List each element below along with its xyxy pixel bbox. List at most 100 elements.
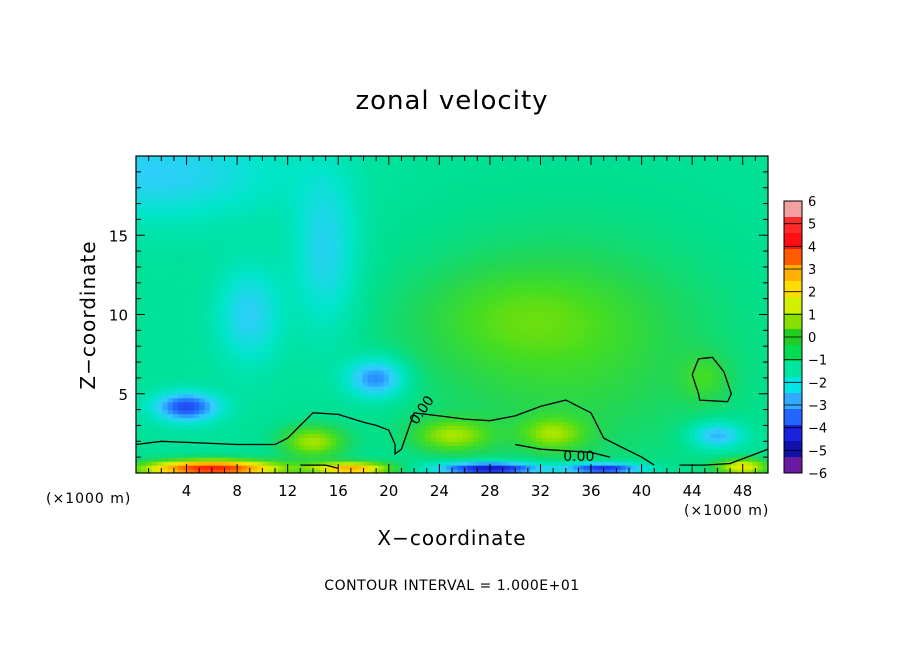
field-cell xyxy=(341,175,348,181)
field-cell xyxy=(267,385,274,391)
field-cell xyxy=(251,219,258,224)
field-cell xyxy=(257,425,263,431)
field-cell xyxy=(446,231,453,236)
field-cell xyxy=(430,286,437,292)
field-cell xyxy=(241,393,248,399)
field-cell xyxy=(409,469,416,473)
field-cell xyxy=(146,397,153,403)
field-cell xyxy=(294,457,300,462)
field-cell xyxy=(378,235,385,240)
field-cell xyxy=(378,453,385,458)
field-cell xyxy=(362,306,369,312)
field-cell xyxy=(236,401,242,407)
field-cell xyxy=(167,401,174,407)
field-cell xyxy=(315,156,321,161)
field-cell xyxy=(415,298,421,304)
field-cell xyxy=(262,187,269,193)
field-cell xyxy=(452,163,458,169)
field-cell xyxy=(188,338,195,343)
field-cell xyxy=(257,278,263,284)
field-cell xyxy=(430,223,437,228)
field-cell xyxy=(457,243,464,248)
field-cell xyxy=(341,251,348,256)
field-cell xyxy=(346,298,353,304)
field-cell xyxy=(141,211,148,217)
field-cell xyxy=(162,469,169,473)
field-cell xyxy=(367,437,374,442)
field-cell xyxy=(336,294,342,300)
field-cell xyxy=(294,215,300,220)
field-cell xyxy=(230,445,237,450)
field-cell xyxy=(230,163,237,169)
field-cell xyxy=(146,255,153,260)
field-cell xyxy=(315,421,321,427)
field-cell xyxy=(272,322,279,327)
field-cell xyxy=(157,259,163,264)
field-cell xyxy=(299,469,306,473)
field-cell xyxy=(262,175,269,181)
field-cell xyxy=(294,465,300,470)
field-cell xyxy=(436,179,443,185)
field-cell xyxy=(330,330,337,335)
field-cell xyxy=(351,469,358,473)
field-cell xyxy=(267,358,274,363)
field-cell xyxy=(257,342,263,347)
field-cell xyxy=(441,358,448,363)
field-cell xyxy=(462,369,469,375)
field-cell xyxy=(346,326,353,331)
field-cell xyxy=(262,219,269,224)
field-cell xyxy=(399,266,406,272)
field-cell xyxy=(373,326,379,331)
field-cell xyxy=(136,255,142,260)
field-cell xyxy=(399,401,406,407)
field-cell xyxy=(193,334,200,339)
field-cell xyxy=(299,322,306,327)
field-cell xyxy=(220,346,227,351)
field-cell xyxy=(325,219,332,224)
field-cell xyxy=(325,215,332,220)
field-cell xyxy=(220,255,227,260)
field-cell xyxy=(346,171,353,177)
field-cell xyxy=(394,330,400,335)
field-cell xyxy=(272,163,279,169)
field-cell xyxy=(446,195,453,201)
field-cell xyxy=(267,227,274,232)
field-cell xyxy=(162,243,169,248)
field-cell xyxy=(157,163,163,169)
field-cell xyxy=(157,350,163,355)
field-cell xyxy=(283,179,290,185)
field-cell xyxy=(346,334,353,339)
field-cell xyxy=(351,227,358,232)
field-cell xyxy=(367,282,374,288)
field-cell xyxy=(188,203,195,209)
field-cell xyxy=(193,469,200,473)
field-cell xyxy=(420,373,427,379)
field-cell xyxy=(172,369,179,375)
field-cell xyxy=(315,286,321,292)
field-cell xyxy=(457,203,464,209)
field-cell xyxy=(378,397,385,403)
field-cell xyxy=(178,251,184,256)
field-cell xyxy=(146,373,153,379)
field-cell xyxy=(251,163,258,169)
field-cell xyxy=(325,326,332,331)
field-cell xyxy=(193,401,200,407)
field-cell xyxy=(236,346,242,351)
field-cell xyxy=(341,199,348,205)
field-cell xyxy=(457,362,464,367)
field-cell xyxy=(341,159,348,165)
field-cell xyxy=(320,231,327,236)
field-cell xyxy=(420,259,427,264)
field-cell xyxy=(204,215,211,220)
field-cell xyxy=(230,179,237,185)
field-cell xyxy=(172,397,179,403)
field-cell xyxy=(341,405,348,411)
field-cell xyxy=(457,354,464,359)
field-cell xyxy=(441,425,448,431)
field-cell xyxy=(351,373,358,379)
field-cell xyxy=(446,259,453,264)
field-cell xyxy=(167,381,174,387)
field-cell xyxy=(399,159,406,165)
field-cell xyxy=(251,413,258,419)
field-cell xyxy=(215,302,221,308)
